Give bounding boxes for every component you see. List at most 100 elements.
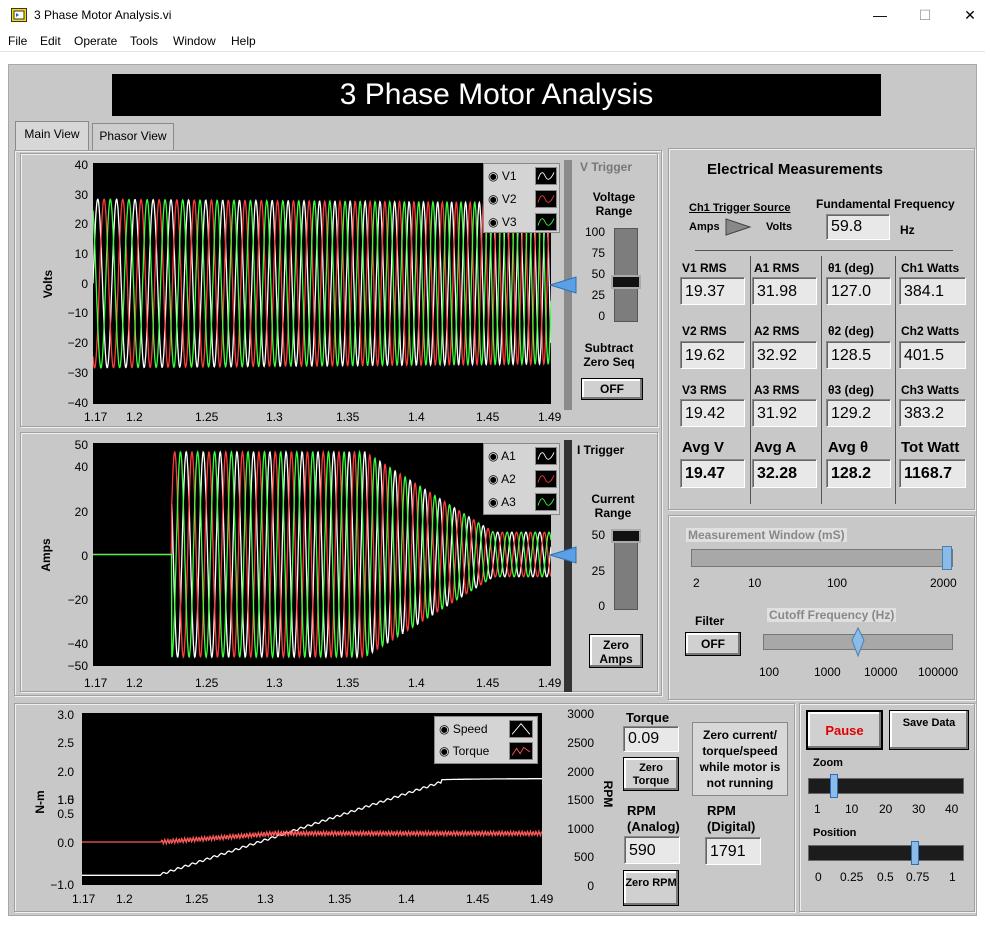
trigger-volts-label: Volts xyxy=(766,221,793,233)
mechanical-xtick-0: 1.17 xyxy=(72,892,96,906)
avg-a-value: 32.28 xyxy=(752,459,817,488)
voltage-xtick-3: 1.3 xyxy=(266,410,283,424)
subtract-zero-seq-label: Subtract Zero Seq xyxy=(583,341,635,369)
legend-a2[interactable]: ◉ A2 xyxy=(488,472,516,486)
current-waveform-graph[interactable] xyxy=(93,443,551,666)
menu-tools[interactable]: Tools xyxy=(130,34,159,48)
zero-rpm-button[interactable]: Zero RPM xyxy=(623,870,679,906)
voltage-range-slider-thumb[interactable] xyxy=(611,275,641,289)
tab-phasor-view[interactable]: Phasor View xyxy=(92,123,174,151)
zoom-slider-thumb[interactable] xyxy=(829,774,838,798)
current-ytick-2: 20 xyxy=(74,505,88,519)
filter-toggle-button[interactable]: OFF xyxy=(685,632,741,656)
legend-a1[interactable]: ◉ A1 xyxy=(488,449,516,463)
legend-a2-swatch-icon xyxy=(535,470,557,488)
voltage-xtick-1: 1.2 xyxy=(126,410,143,424)
menu-help[interactable]: Help xyxy=(231,34,256,48)
current-ytick-3: 0 xyxy=(81,549,88,563)
legend-v1-swatch-icon xyxy=(535,167,557,185)
measurement-window-thumb[interactable] xyxy=(942,546,952,570)
legend-a1-swatch-icon xyxy=(535,447,557,465)
current-range-slider-thumb[interactable] xyxy=(611,529,641,543)
legend-torque[interactable]: ◉ Torque xyxy=(439,744,490,758)
legend-a3[interactable]: ◉ A3 xyxy=(488,495,516,509)
position-slider-thumb[interactable] xyxy=(911,841,920,865)
menu-operate[interactable]: Operate xyxy=(74,34,118,48)
rpm-digital-value: 1791 xyxy=(705,837,761,865)
position-tick-075: 0.75 xyxy=(906,870,930,884)
theta2-value: 128.5 xyxy=(826,341,891,369)
torque-ytick-5: 0.5 xyxy=(57,807,74,821)
ch3-watts-label: Ch3 Watts xyxy=(901,383,960,397)
rpm-analog-value: 590 xyxy=(624,836,680,864)
save-data-button[interactable]: Save Data xyxy=(889,710,969,750)
filter-label: Filter xyxy=(695,614,725,628)
theta3-label: θ3 (deg) xyxy=(828,383,874,397)
position-slider[interactable] xyxy=(808,845,964,861)
tot-watt-label: Tot Watt xyxy=(901,439,960,456)
avg-theta-label: Avg θ xyxy=(828,439,869,456)
column-divider-1 xyxy=(750,256,751,504)
v-trigger-label: V Trigger xyxy=(580,160,633,174)
zoom-slider[interactable] xyxy=(808,778,964,794)
torque-ytick-3: 1.5 xyxy=(57,793,74,807)
voltage-legend: ◉ V1 ◉ V2 ◉ V3 xyxy=(483,163,560,233)
legend-v3-swatch-icon xyxy=(535,213,557,231)
frequency-unit: Hz xyxy=(900,223,915,237)
menu-edit[interactable]: Edit xyxy=(40,34,61,48)
current-xtick-5: 1.4 xyxy=(408,676,425,690)
measurement-window-tick-2000: 2000 xyxy=(930,576,957,590)
rpm-digital-label: RPM (Digital) xyxy=(707,803,756,834)
zoom-tick-40: 40 xyxy=(945,802,959,816)
v1-rms-label: V1 RMS xyxy=(682,261,727,275)
torque-ytick-0: 3.0 xyxy=(57,708,74,722)
v2-rms-value: 19.62 xyxy=(680,341,745,369)
menu-window[interactable]: Window xyxy=(173,34,216,48)
legend-v1[interactable]: ◉ V1 xyxy=(488,169,517,183)
current-scrollbar[interactable] xyxy=(564,440,572,692)
zoom-tick-30: 30 xyxy=(912,802,926,816)
menu-file[interactable]: File xyxy=(8,34,28,48)
zoom-label: Zoom xyxy=(813,757,843,769)
ch1-watts-label: Ch1 Watts xyxy=(901,261,960,275)
voltage-xtick-7: 1.49 xyxy=(538,410,562,424)
pause-button[interactable]: Pause xyxy=(806,710,883,750)
current-trigger-arrow-icon[interactable] xyxy=(550,546,580,564)
a3-rms-value: 31.92 xyxy=(752,399,817,427)
cutoff-frequency-thumb[interactable] xyxy=(851,626,865,658)
i-trigger-label: I Trigger xyxy=(577,443,625,457)
current-ytick-6: −50 xyxy=(67,659,88,673)
subtract-zero-seq-button[interactable]: OFF xyxy=(581,378,643,400)
window-title: 3 Phase Motor Analysis.vi xyxy=(34,8,172,22)
voltage-waveform-graph[interactable] xyxy=(93,163,551,404)
zoom-tick-20: 20 xyxy=(879,802,893,816)
electrical-measurements-box xyxy=(668,148,975,510)
theta3-value: 129.2 xyxy=(826,399,891,427)
maximize-button[interactable]: ☐ xyxy=(918,7,932,23)
voltage-ytick-7: −30 xyxy=(67,366,88,380)
measurement-window-tick-2: 2 xyxy=(693,576,700,590)
voltage-xtick-2: 1.25 xyxy=(195,410,219,424)
minimize-button[interactable]: — xyxy=(873,7,887,23)
zero-torque-button[interactable]: Zero Torque xyxy=(623,757,679,791)
zero-amps-button[interactable]: Zero Amps xyxy=(589,634,643,668)
legend-speed-swatch-icon xyxy=(509,720,533,738)
ch1-trigger-source-label: Ch1 Trigger Source xyxy=(689,202,791,214)
voltage-section xyxy=(20,153,658,427)
legend-v3[interactable]: ◉ V3 xyxy=(488,215,517,229)
tab-main-view[interactable]: Main View xyxy=(15,121,89,151)
theta1-value: 127.0 xyxy=(826,277,891,305)
legend-v2[interactable]: ◉ V2 xyxy=(488,192,517,206)
voltage-range-ticks: 100 75 50 25 0 xyxy=(584,225,605,323)
close-button[interactable]: ✕ xyxy=(964,7,976,23)
legend-a3-swatch-icon xyxy=(535,493,557,511)
torque-trace xyxy=(82,829,542,846)
avg-theta-value: 128.2 xyxy=(826,459,891,488)
torque-label: Torque xyxy=(626,710,670,725)
trigger-source-toggle-icon[interactable] xyxy=(724,217,752,237)
current-range-slider[interactable] xyxy=(614,530,638,610)
voltage-trigger-arrow-icon[interactable] xyxy=(550,276,580,294)
cutoff-tick-1000: 1000 xyxy=(814,665,841,679)
legend-speed[interactable]: ◉ Speed xyxy=(439,722,488,736)
measurement-window-slider[interactable] xyxy=(691,549,953,567)
